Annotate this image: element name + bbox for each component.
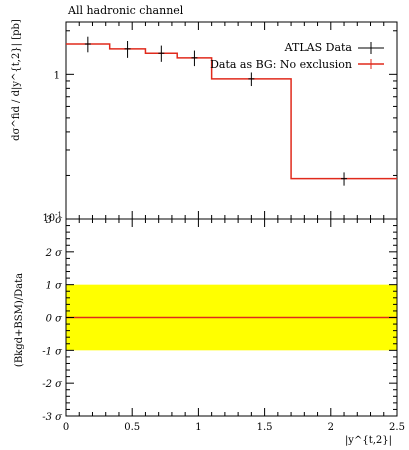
top-panel: 1 10-1 ATLAS Data Data as BG: No exclusion	[42, 21, 398, 224]
bottom-y-tick-label: -2 σ	[42, 379, 63, 390]
top-y-tick-label: 10-1	[42, 211, 62, 224]
x-tick-label: 2	[328, 422, 334, 433]
bottom-y-tick-label: -1 σ	[42, 346, 63, 357]
x-tick-label: 0.5	[124, 422, 140, 433]
legend: ATLAS Data Data as BG: No exclusion	[210, 41, 384, 71]
bottom-y-tick-label: 0 σ	[46, 314, 64, 325]
bottom-y-axis-label-text: (Bkgd+BSM)/Data	[14, 273, 25, 367]
x-tick-label: 0	[63, 422, 69, 433]
top-y-tick-label: 1	[54, 70, 60, 81]
chart-title: All hadronic channel	[67, 4, 184, 17]
legend-label-data: ATLAS Data	[284, 41, 353, 54]
histogram-line	[66, 43, 397, 180]
x-tick-label: 1	[195, 422, 201, 433]
bottom-y-tick-label: -3 σ	[42, 412, 63, 423]
x-tick-label: 2.5	[389, 422, 405, 433]
x-tick-label: 1.5	[257, 422, 273, 433]
bottom-y-axis-label: (Bkgd+BSM)/Data	[14, 273, 25, 367]
legend-label-bg: Data as BG: No exclusion	[210, 58, 352, 71]
bottom-y-tick-label: 2 σ	[45, 248, 64, 259]
top-y-axis-label: dσ^fid / d|y^{t,2}| [pb]	[11, 19, 22, 141]
bottom-y-tick-label: 1 σ	[46, 281, 64, 292]
bottom-y-tick-label: 3 σ	[46, 215, 64, 226]
bottom-panel: -3 σ -2 σ -1 σ 0 σ 1 σ 2 σ 3 σ 0 0.5 1 1.5 2 2.5	[42, 215, 405, 433]
x-axis-label: |y^{t,2}|	[345, 435, 392, 446]
top-y-axis-label-text: dσ^fid / d|y^{t,2}| [pb]	[11, 19, 22, 141]
